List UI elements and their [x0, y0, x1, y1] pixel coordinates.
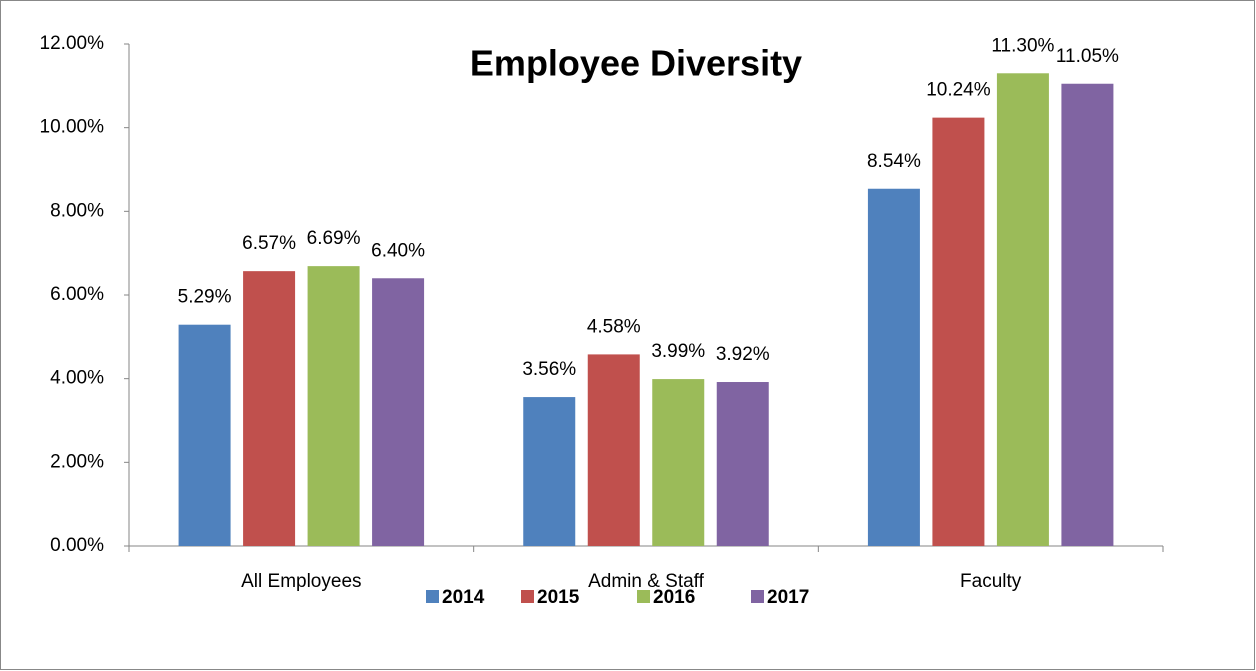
y-tick-label: 10.00% — [40, 117, 105, 138]
value-label: 11.05% — [1056, 46, 1119, 67]
value-label: 3.56% — [522, 359, 576, 380]
bar — [243, 271, 296, 546]
value-label: 3.92% — [716, 344, 770, 365]
bar — [996, 73, 1049, 547]
bar — [1061, 83, 1114, 546]
value-label: 11.30% — [991, 35, 1054, 56]
legend-swatch — [637, 590, 650, 603]
value-label: 6.40% — [371, 240, 425, 261]
legend-swatch — [751, 590, 764, 603]
bar — [587, 354, 640, 546]
bar — [867, 188, 920, 546]
x-tick-label: Faculty — [960, 571, 1022, 592]
y-tick-label: 4.00% — [50, 368, 104, 389]
y-tick-label: 6.00% — [50, 284, 104, 305]
value-label: 5.29% — [178, 287, 232, 308]
legend-swatch — [521, 590, 534, 603]
legend-label: 2017 — [767, 587, 809, 608]
bar — [307, 266, 360, 546]
legend-label: 2015 — [537, 587, 580, 608]
value-label: 6.57% — [242, 233, 296, 254]
chart-title: Employee Diversity — [470, 43, 802, 84]
bar — [652, 379, 705, 546]
bar — [178, 324, 231, 546]
legend-label: 2014 — [442, 587, 485, 608]
y-tick-label: 2.00% — [50, 451, 104, 472]
bar — [372, 278, 425, 546]
value-label: 10.24% — [926, 80, 991, 101]
y-tick-label: 0.00% — [50, 535, 104, 556]
value-label: 6.69% — [307, 228, 361, 249]
x-tick-label: Admin & Staff — [588, 571, 705, 592]
value-label: 8.54% — [867, 151, 921, 172]
y-tick-label: 12.00% — [40, 33, 105, 54]
y-tick-label: 8.00% — [50, 200, 104, 221]
value-label: 3.99% — [651, 341, 705, 362]
legend-label: 2016 — [653, 587, 695, 608]
x-tick-label: All Employees — [241, 571, 361, 592]
bar — [716, 382, 769, 546]
bar — [523, 397, 576, 546]
legend-swatch — [426, 590, 439, 603]
bar — [932, 117, 985, 547]
value-label: 4.58% — [587, 316, 641, 337]
